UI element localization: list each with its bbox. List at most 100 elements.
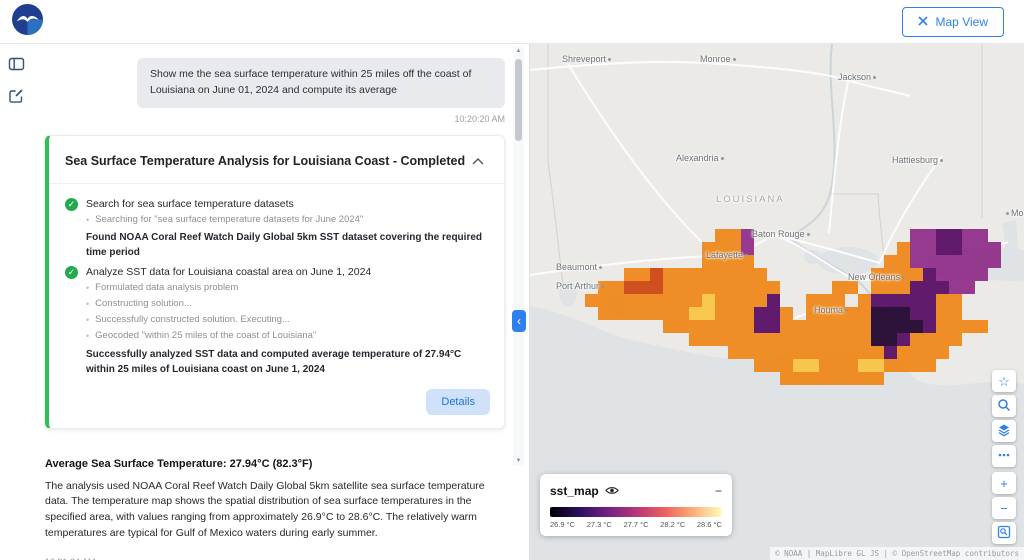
substep-text: Searching for "sea surface temperature d… [95,213,364,225]
bullet-icon: • [86,299,90,310]
step-label: Analyze SST data for Louisiana coastal a… [86,266,372,279]
legend-collapse-button[interactable]: − [714,484,722,498]
layers-button[interactable] [992,420,1016,442]
layers-icon [997,423,1011,440]
map-city-label: Hattiesburg [892,155,945,165]
legend-title: sst_map [550,484,599,498]
chat-messages: Show me the sea surface temperature with… [32,44,513,560]
bullet-icon: • [86,283,90,294]
step-label: Search for sea surface temperature datas… [86,197,294,210]
sst-legend: sst_map − 26.9 °C 27.3 °C 27.7 °C 28.2 °C 28… [540,474,732,536]
legend-tick-label: 28.6 °C [696,520,722,529]
legend-ticks: 26.9 °C 27.3 °C 27.7 °C 28.2 °C 28.6 °C [550,520,722,529]
step-substep: • Searching for "sea surface temperature … [86,214,488,227]
analysis-summary-text: The analysis used NOAA Coral Reef Watch … [45,479,485,539]
collapse-panel-handle[interactable]: ‹ [512,310,526,332]
check-circle-icon: ✓ [65,266,78,280]
map-state-label: LOUISIANA [716,194,785,205]
legend-tick-label: 28.2 °C [660,520,686,529]
box-zoom-button[interactable] [992,522,1016,544]
bullet-icon: • [86,214,90,225]
sst-overlay [585,229,1014,385]
eye-icon[interactable] [604,482,619,500]
assistant-message-timestamp: 10:21:24 AM [45,557,505,560]
map-city-label: Beaumont [556,262,604,272]
substep-text: Constructing solution... [95,298,192,310]
step-item: ✓ Analyze SST data for Louisiana coastal … [65,266,488,280]
step-substep: • Constructing solution... [86,298,488,311]
left-toolbar [0,44,32,560]
chat-panel: Show me the sea surface temperature with… [0,44,530,560]
search-icon [997,398,1011,415]
city-dot-icon [601,284,605,288]
legend-gradient [550,507,722,517]
chat-scrollbar[interactable]: ▲ ▼ [513,46,524,466]
favorites-button[interactable]: ☆ [992,370,1016,392]
map-city-label: Jackson [838,72,878,82]
legend-tick-label: 27.7 °C [623,520,649,529]
map-city-label: New Orleans [848,272,907,282]
more-options-button[interactable] [992,445,1016,467]
map-city-label: Houma [814,305,850,315]
scroll-down-icon[interactable]: ▼ [515,458,522,464]
map-view-button[interactable]: Map View [901,6,1004,37]
step-substep: • Formulated data analysis problem [86,282,488,295]
city-dot-icon [902,275,906,279]
city-dot-icon [599,265,603,269]
steps-list: ✓ Search for sea surface temperature data… [49,184,504,385]
legend-tick-label: 26.9 °C [550,520,576,529]
map-city-label: Mobile [1004,208,1024,218]
map-view-label: Map View [935,14,988,29]
zoom-out-button[interactable]: − [992,497,1016,519]
scrollbar-thumb[interactable] [515,59,522,141]
noaa-logo-icon [12,3,43,40]
map-tools: ☆ [992,370,1016,467]
app-header: Map View [0,0,1024,44]
bullet-icon: • [86,330,90,341]
average-sst-headline: Average Sea Surface Temperature: 27.94°C… [45,457,313,470]
map-city-label: Port Arthur [556,281,606,291]
chevron-left-icon: ‹ [517,314,521,328]
map-city-label: Baton Rouge [752,229,812,239]
collapse-card-button[interactable] [468,150,488,172]
city-dot-icon [732,57,736,61]
map-panel[interactable]: Shreveport Monroe Jackson Alexandria Hatties… [530,44,1024,560]
analysis-card-title: Sea Surface Temperature Analysis for Lou… [65,153,466,168]
new-chat-icon[interactable] [6,86,26,106]
substep-text: Formulated data analysis problem [95,282,239,294]
star-icon: ☆ [998,373,1010,389]
step-result: Successfully analyzed SST data and compu… [86,348,462,375]
user-message-timestamp: 10:20:20 AM [454,113,505,124]
user-message: Show me the sea surface temperature with… [137,58,505,108]
step-substep: • Geocoded "within 25 miles of the coast … [86,330,488,343]
bullet-icon: • [86,314,90,325]
legend-tick-label: 27.3 °C [586,520,612,529]
legend-header: sst_map − [550,482,722,500]
scroll-up-icon[interactable]: ▲ [515,48,522,54]
map-city-label: Shreveport [562,54,613,64]
box-zoom-icon [997,525,1011,542]
ellipsis-icon [997,448,1011,465]
map-city-label: Lafayette [706,250,750,260]
city-dot-icon [873,75,877,79]
zoom-controls: + − [992,472,1016,544]
close-icon [917,15,928,29]
city-dot-icon [940,158,944,162]
city-dot-icon [720,156,724,160]
analysis-card-header: Sea Surface Temperature Analysis for Lou… [49,136,504,183]
step-item: ✓ Search for sea surface temperature data… [65,197,488,211]
city-dot-icon [806,232,810,236]
details-row: Details [49,385,504,428]
map-city-label: Alexandria [676,153,726,163]
substep-text: Geocoded "within 25 miles of the coast o… [95,329,317,341]
analysis-card: Sea Surface Temperature Analysis for Lou… [45,134,505,429]
city-dot-icon [608,57,612,61]
zoom-in-button[interactable]: + [992,472,1016,494]
map-attribution: © NOAA | MapLibre GL JS | © OpenStreetMa… [770,547,1024,560]
check-circle-icon: ✓ [65,197,78,211]
city-dot-icon [745,253,749,257]
map-city-label: Monroe [700,54,738,64]
details-button[interactable]: Details [426,388,490,415]
map-search-button[interactable] [992,395,1016,417]
toggle-sidebar-icon[interactable] [6,54,26,74]
